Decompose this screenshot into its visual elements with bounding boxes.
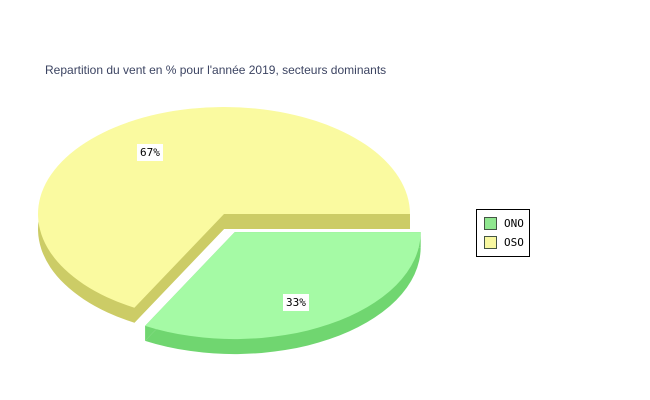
slice-ono-top <box>145 232 421 340</box>
legend-swatch-ono <box>484 217 497 230</box>
slice-label-oso: 67% <box>137 144 163 161</box>
slice-label-ono: 33% <box>283 294 309 311</box>
chart-title: Repartition du vent en % pour l'année 20… <box>45 63 387 77</box>
legend-box: ONO OSO <box>476 209 530 257</box>
legend-item-oso: OSO <box>484 236 525 249</box>
slice-oso-wall-start <box>224 214 410 229</box>
legend-label-ono: ONO <box>504 217 524 230</box>
legend-label-oso: OSO <box>504 236 524 249</box>
legend-item-ono: ONO <box>484 217 525 230</box>
legend-swatch-oso <box>484 236 497 249</box>
slice-oso-top <box>38 106 411 308</box>
slice-oso-wall-end <box>134 214 224 323</box>
